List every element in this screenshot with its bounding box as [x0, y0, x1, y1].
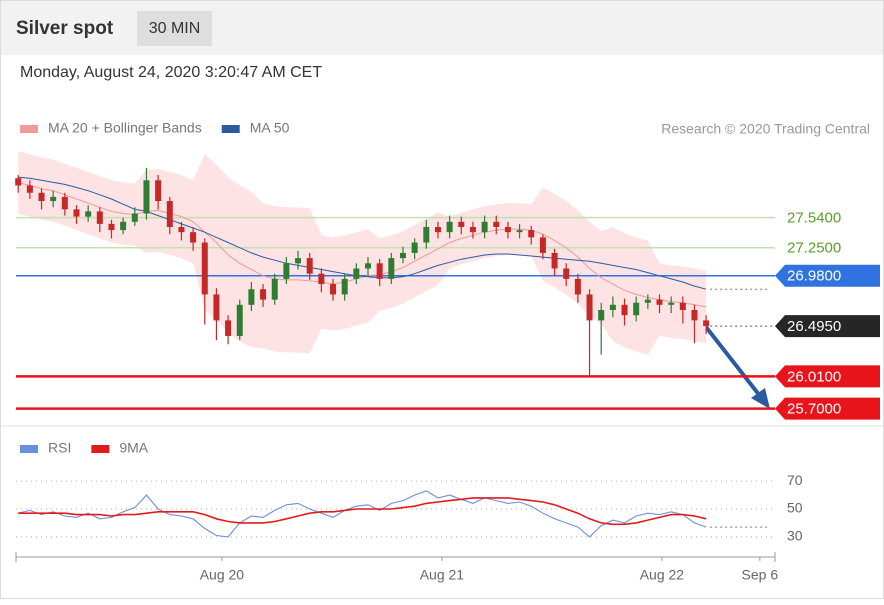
candle-body [644, 299, 651, 303]
candle-body [539, 237, 546, 253]
y-tick-label: 30 [787, 528, 803, 544]
header-bar [1, 1, 883, 55]
level-box [775, 264, 880, 287]
x-tick-label: Sep 6 [742, 567, 779, 583]
candle-body [633, 302, 640, 316]
candle-body [574, 278, 581, 295]
legend-label: 9MA [119, 440, 148, 456]
candle-body [306, 258, 313, 274]
level-label: 27.5400 [787, 210, 841, 227]
candle-body [225, 320, 232, 336]
datetime: Monday, August 24, 2020 3:20:47 AM CET [20, 64, 322, 81]
candle-body [131, 213, 138, 222]
candle-body [236, 304, 243, 336]
candle-body [621, 304, 628, 316]
candle-body [283, 263, 290, 279]
candle-body [504, 226, 511, 233]
candle-body [120, 221, 127, 231]
level-box [775, 315, 880, 338]
candle-body [26, 185, 33, 193]
candle-body [155, 180, 162, 202]
candle-body [493, 221, 500, 227]
legend-swatch [91, 445, 110, 453]
candle-body [295, 258, 302, 264]
y-tick-label: 70 [787, 472, 803, 488]
candle-body [691, 310, 698, 321]
candle-body [563, 268, 570, 279]
x-tick-label: Aug 20 [200, 567, 245, 583]
candle-body [609, 304, 616, 310]
candle-body [469, 226, 476, 233]
level-label: 27.2500 [787, 240, 841, 257]
candle-body [423, 226, 430, 243]
candle-body [458, 221, 465, 227]
level-label: 26.0100 [787, 368, 841, 385]
legend-swatch [20, 125, 38, 133]
candle-body [260, 289, 267, 300]
y-tick-label: 50 [787, 500, 803, 516]
candle-body [353, 268, 360, 279]
ma-line [18, 176, 707, 290]
candle-body [656, 299, 663, 305]
candle-body [388, 258, 395, 279]
candle-body [598, 310, 605, 321]
x-tick-label: Aug 21 [420, 567, 465, 583]
candle-body [341, 278, 348, 295]
candle-body [213, 294, 220, 321]
forecast-arrowhead [751, 388, 770, 409]
level-label: 25.7000 [787, 401, 841, 418]
candle-body [376, 263, 383, 279]
candle-body [330, 284, 337, 295]
forecast-arrow [704, 325, 762, 398]
candle-body [166, 201, 173, 227]
legend-label: MA 20 + Bollinger Bands [48, 120, 202, 136]
candle-body [516, 230, 523, 233]
series-line [18, 490, 707, 538]
candle-body [586, 294, 593, 321]
candle-body [96, 211, 103, 224]
candle-body [528, 230, 535, 238]
candle-body [108, 223, 115, 231]
candle-body [365, 263, 371, 269]
candle-body [679, 302, 686, 310]
level-box [775, 397, 880, 420]
candle-body [15, 178, 22, 186]
candle-body [190, 232, 197, 243]
level-box [775, 365, 880, 388]
bollinger-band [18, 151, 707, 355]
level-label: 26.4950 [787, 318, 841, 335]
candle-body [446, 221, 453, 233]
candle-body [271, 278, 278, 300]
interval-label[interactable]: 30 MIN [149, 20, 201, 37]
candle-body [668, 302, 675, 305]
candle-body [248, 289, 255, 305]
candle-body [73, 209, 80, 217]
legend-swatch [20, 445, 38, 453]
candle-body [201, 242, 208, 295]
x-tick-label: Aug 22 [640, 567, 685, 583]
candle-body [61, 196, 68, 210]
legend-label: RSI [48, 440, 71, 456]
candle-body [411, 242, 418, 253]
candle-body [703, 320, 710, 327]
candle-body [481, 221, 488, 233]
candle-body [178, 226, 185, 233]
level-label: 26.9800 [787, 268, 841, 285]
candle-body [50, 196, 57, 202]
title: Silver spot [16, 18, 114, 39]
legend-label: MA 50 [250, 120, 290, 136]
candle-body [434, 226, 441, 233]
legend-swatch [221, 125, 240, 133]
candle-body [143, 180, 150, 214]
series-line [18, 497, 707, 526]
candle-body [551, 252, 558, 269]
annotation: Research © 2020 Trading Central [661, 121, 870, 137]
interval-button[interactable] [137, 11, 212, 46]
candle-body [399, 252, 406, 259]
candle-body [85, 211, 92, 217]
candle-body [318, 273, 325, 285]
candle-body [38, 192, 45, 202]
